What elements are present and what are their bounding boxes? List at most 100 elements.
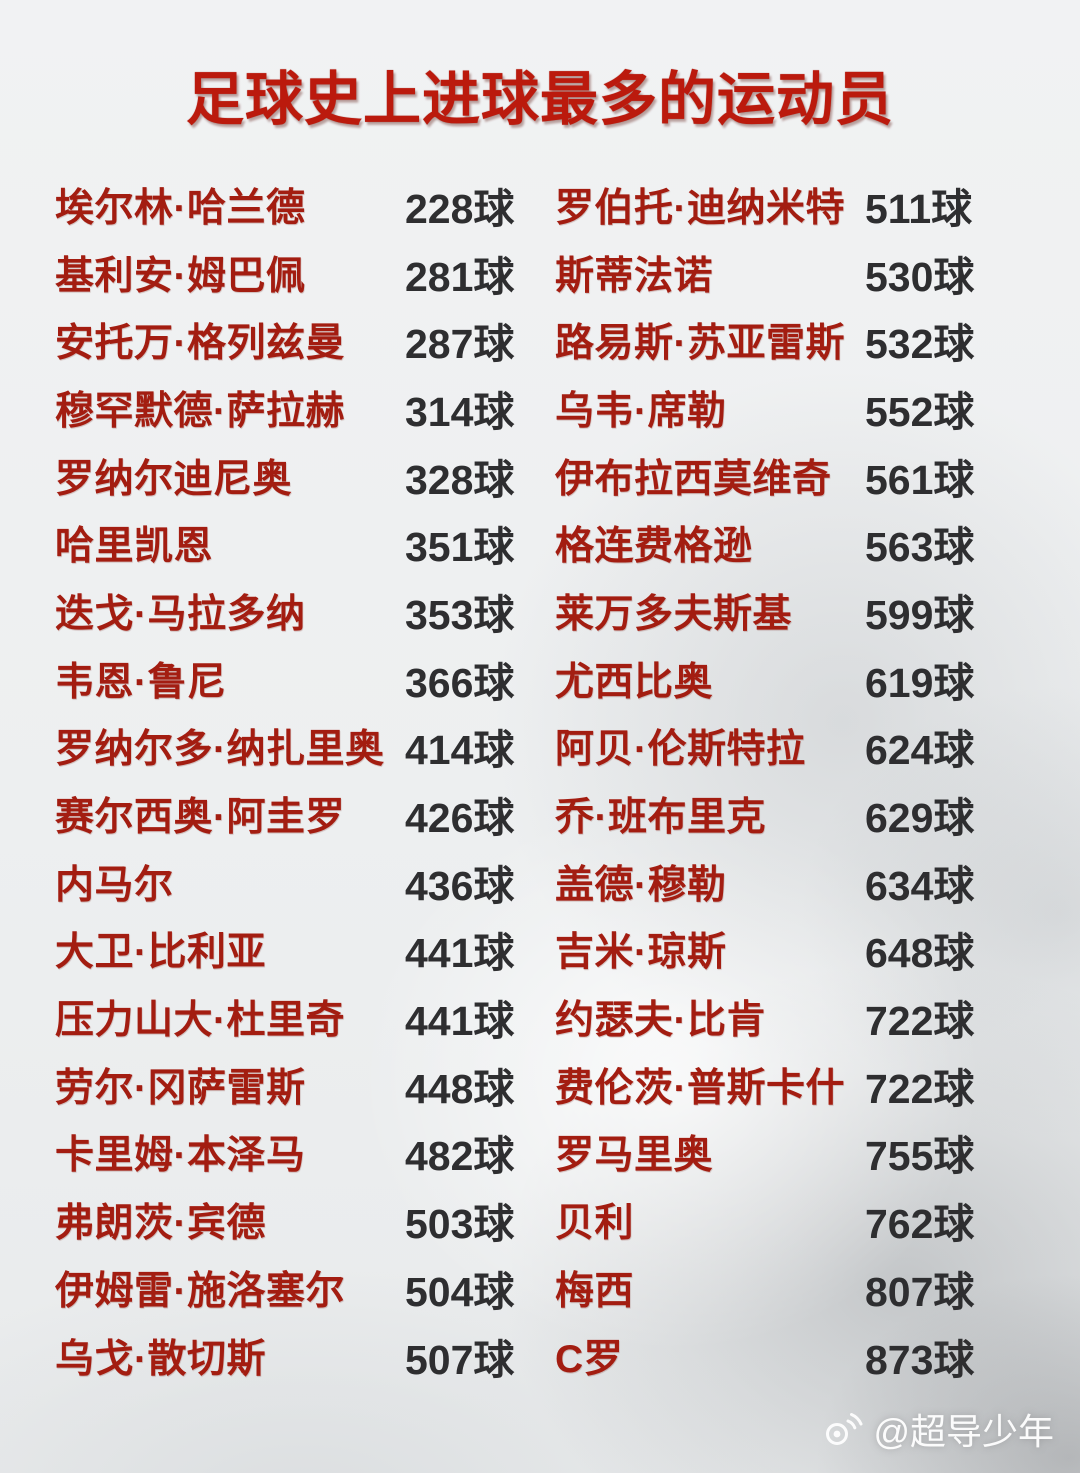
table-row: 罗纳尔多·纳扎里奥 414球 (55, 713, 555, 781)
table-row: 伊布拉西莫维奇 561球 (555, 442, 1062, 510)
player-name: 迭戈·马拉多纳 (55, 592, 306, 636)
player-name: 基利安·姆巴佩 (55, 254, 306, 298)
table-column-left: 埃尔林·哈兰德 228球 基利安·姆巴佩 281球 安托万·格列兹曼 287球 穆罕默德·萨… (55, 171, 555, 1389)
table-row: 莱万多夫斯基 599球 (555, 577, 1062, 645)
player-name: 罗马里奥 (555, 1134, 714, 1178)
watermark: @超导少年 (822, 1403, 1054, 1455)
goal-count: 648球 (865, 930, 975, 977)
goal-count: 441球 (405, 930, 515, 977)
goal-count: 807球 (865, 1268, 975, 1315)
goal-count: 530球 (865, 253, 975, 300)
table-row: 费伦茨·普斯卡什 722球 (555, 1051, 1062, 1119)
table-row: 乔·班布里克 629球 (555, 780, 1062, 848)
player-name: 赛尔西奥·阿圭罗 (55, 796, 345, 840)
player-name: 贝利 (555, 1202, 635, 1246)
table-row: 吉米·琼斯 648球 (555, 916, 1062, 984)
player-name: 伊布拉西莫维奇 (555, 457, 832, 501)
player-name: 费伦茨·普斯卡什 (555, 1066, 845, 1110)
goal-count: 414球 (405, 727, 515, 774)
goals-table: 埃尔林·哈兰德 228球 基利安·姆巴佩 281球 安托万·格列兹曼 287球 穆罕默德·萨… (55, 171, 1062, 1389)
goal-count: 314球 (405, 388, 515, 435)
page-title: 足球史上进球最多的运动员 (185, 67, 894, 132)
player-name: 吉米·琼斯 (555, 931, 727, 975)
table-row: 斯蒂法诺 530球 (555, 239, 1062, 307)
goal-count: 281球 (405, 253, 515, 300)
table-row: 劳尔·冈萨雷斯 448球 (55, 1051, 555, 1119)
goal-count: 755球 (865, 1133, 975, 1180)
player-name: 罗伯托·迪纳米特 (555, 186, 845, 230)
table-row: 伊姆雷·施洛塞尔 504球 (55, 1254, 555, 1322)
table-row: 格连费格逊 563球 (555, 509, 1062, 577)
table-row: 罗伯托·迪纳米特 511球 (555, 171, 1062, 239)
goal-count: 561球 (865, 456, 975, 503)
player-name: 乌韦·席勒 (555, 389, 727, 433)
table-row: 乌戈·散切斯 507球 (55, 1322, 555, 1390)
player-name: 劳尔·冈萨雷斯 (55, 1066, 306, 1110)
goal-count: 436球 (405, 862, 515, 909)
goal-count: 873球 (865, 1336, 975, 1383)
player-name: 压力山大·杜里奇 (55, 999, 345, 1043)
goal-count: 624球 (865, 727, 975, 774)
goal-count: 532球 (865, 321, 975, 368)
goal-count: 366球 (405, 659, 515, 706)
table-column-right: 罗伯托·迪纳米特 511球斯蒂法诺 530球 路易斯·苏亚雷斯 532球乌韦·席勒 552… (555, 171, 1062, 1389)
player-name: 盖德·穆勒 (555, 863, 727, 907)
goal-count: 722球 (865, 1065, 975, 1112)
player-name: 尤西比奥 (555, 660, 714, 704)
goal-count: 504球 (405, 1268, 515, 1315)
player-name: 罗纳尔迪尼奥 (55, 457, 293, 501)
goal-count: 328球 (405, 456, 515, 503)
player-name: 内马尔 (55, 863, 174, 907)
table-row: 贝利 762球 (555, 1186, 1062, 1254)
player-name: 弗朗茨·宾德 (55, 1202, 266, 1246)
table-row: 埃尔林·哈兰德 228球 (55, 171, 555, 239)
goal-count: 629球 (865, 795, 975, 842)
goal-count: 426球 (405, 795, 515, 842)
player-name: 卡里姆·本泽马 (55, 1134, 306, 1178)
goal-count: 511球 (865, 185, 973, 232)
table-row: 阿贝·伦斯特拉 624球 (555, 713, 1062, 781)
player-name: 哈里凯恩 (55, 525, 214, 569)
table-row: 内马尔 436球 (55, 848, 555, 916)
table-row: C罗 873球 (555, 1322, 1062, 1390)
player-name: 大卫·比利亚 (55, 931, 266, 975)
goal-count: 563球 (865, 524, 975, 571)
player-name: 穆罕默德·萨拉赫 (55, 389, 345, 433)
goal-count: 552球 (865, 388, 975, 435)
goal-count: 287球 (405, 321, 515, 368)
goal-count: 762球 (865, 1201, 975, 1248)
table-row: 尤西比奥 619球 (555, 645, 1062, 713)
player-name: 约瑟夫·比肯 (555, 999, 766, 1043)
table-row: 罗马里奥 755球 (555, 1119, 1062, 1187)
goal-count: 619球 (865, 659, 975, 706)
player-name: 阿贝·伦斯特拉 (555, 728, 806, 772)
goal-count: 482球 (405, 1133, 515, 1180)
goal-count: 228球 (405, 185, 515, 232)
table-row: 弗朗茨·宾德 503球 (55, 1186, 555, 1254)
goal-count: 441球 (405, 998, 515, 1045)
table-row: 约瑟夫·比肯 722球 (555, 983, 1062, 1051)
goal-count: 351球 (405, 524, 515, 571)
player-name: 格连费格逊 (555, 525, 753, 569)
player-name: 伊姆雷·施洛塞尔 (55, 1269, 345, 1313)
goal-count: 503球 (405, 1201, 515, 1248)
goal-count: 448球 (405, 1065, 515, 1112)
goal-count: 599球 (865, 591, 975, 638)
player-name: 斯蒂法诺 (555, 254, 714, 298)
player-name: 路易斯·苏亚雷斯 (555, 322, 845, 366)
table-row: 盖德·穆勒 634球 (555, 848, 1062, 916)
table-row: 罗纳尔迪尼奥 328球 (55, 442, 555, 510)
table-row: 卡里姆·本泽马 482球 (55, 1119, 555, 1187)
table-row: 大卫·比利亚 441球 (55, 916, 555, 984)
table-row: 赛尔西奥·阿圭罗 426球 (55, 780, 555, 848)
weibo-icon (826, 1413, 863, 1445)
goal-count: 634球 (865, 862, 975, 909)
table-row: 哈里凯恩 351球 (55, 509, 555, 577)
player-name: 埃尔林·哈兰德 (55, 186, 306, 230)
table-row: 基利安·姆巴佩 281球 (55, 239, 555, 307)
watermark-handle: @超导少年 (873, 1411, 1054, 1452)
table-row: 迭戈·马拉多纳 353球 (55, 577, 555, 645)
goal-count: 507球 (405, 1336, 515, 1383)
player-name: 乔·班布里克 (555, 796, 766, 840)
